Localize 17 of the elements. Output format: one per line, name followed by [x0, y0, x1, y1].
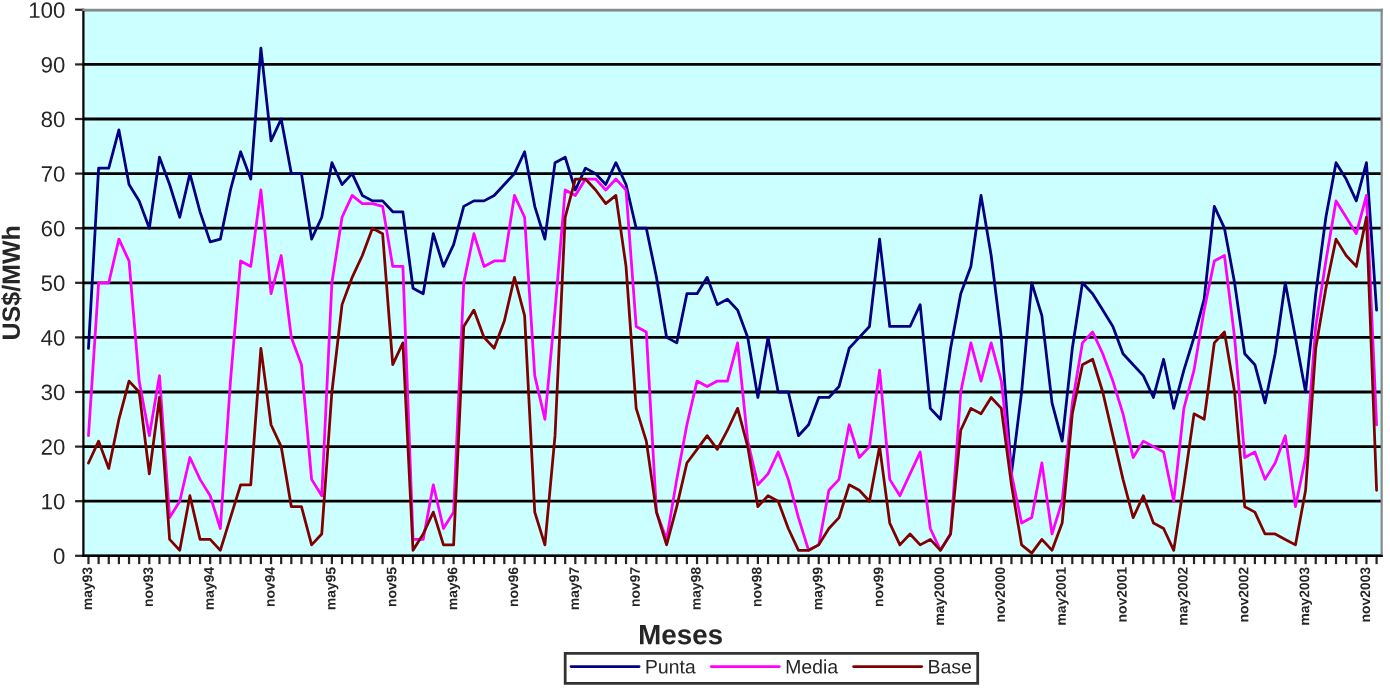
y-tick-label: 40	[41, 329, 65, 346]
y-tick-label: 50	[41, 275, 65, 292]
y-tick-label: 60	[41, 220, 65, 237]
legend-label: Base	[929, 660, 972, 674]
y-tick-label: 30	[41, 384, 65, 401]
y-tick-label: 100	[29, 2, 65, 19]
y-tick-label: 90	[41, 56, 65, 73]
legend-label: Media	[786, 659, 839, 674]
y-tick-label: 70	[41, 166, 65, 182]
y-tick-label: 0	[53, 548, 65, 565]
y-tick-label: 20	[41, 439, 65, 455]
y-tick-label: 10	[42, 493, 65, 510]
x-axis-title: Meses	[639, 625, 722, 645]
y-axis-title: US$/MWh	[1, 226, 22, 339]
line-series	[87, 46, 1378, 476]
legend-label: Punta	[646, 660, 696, 674]
y-tick-label: 80	[41, 111, 65, 128]
